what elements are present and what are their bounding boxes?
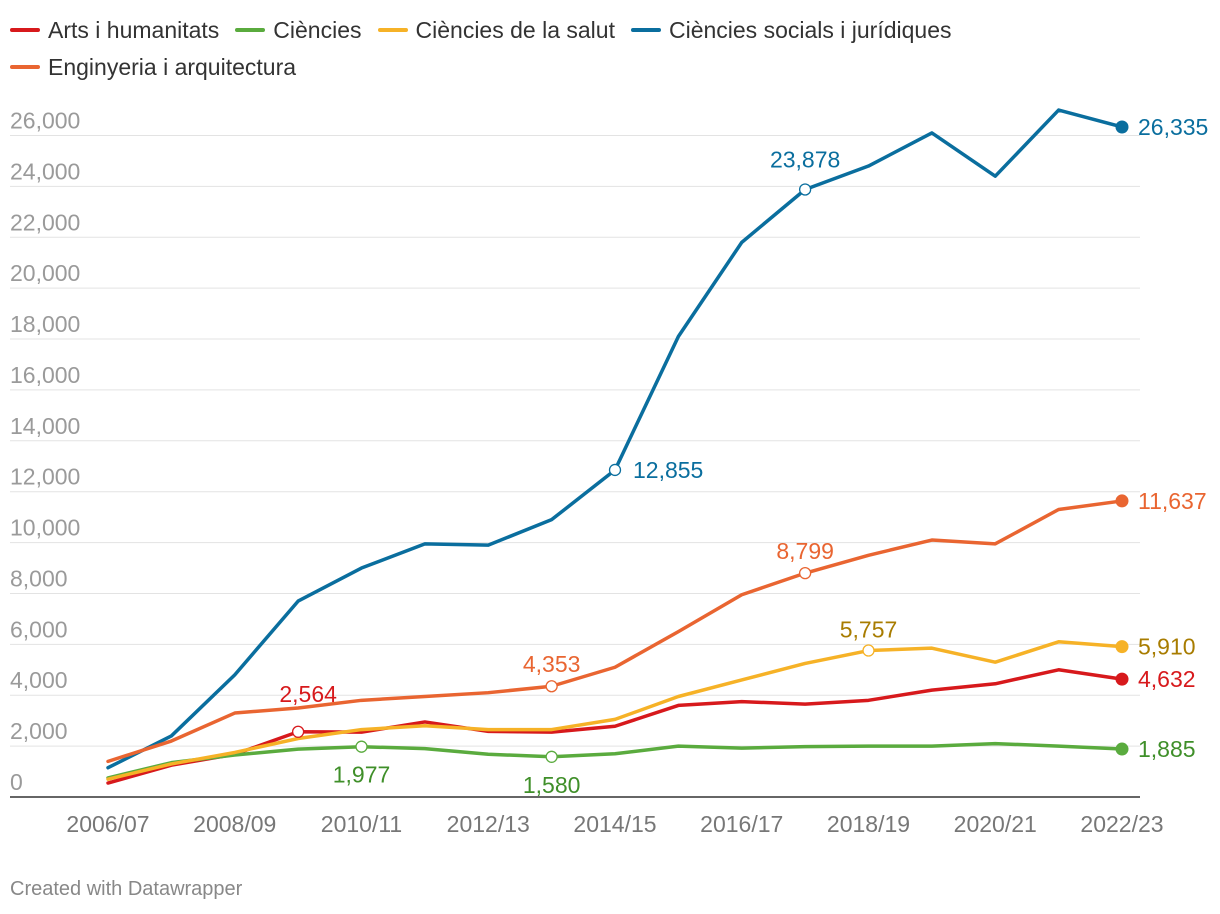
- x-tick-label: 2022/23: [1080, 811, 1163, 837]
- legend-label: Enginyeria i arquitectura: [48, 54, 297, 80]
- legend-swatch: [10, 27, 40, 32]
- legend-label: Ciències de la salut: [415, 17, 615, 43]
- data-label: 5,910: [1138, 634, 1196, 660]
- data-label: 1,977: [333, 762, 391, 788]
- point-marker: [862, 644, 875, 657]
- y-tick-label: 20,000: [10, 260, 80, 286]
- legend-swatch: [235, 27, 266, 32]
- series-line: [106, 108, 1124, 770]
- y-tick-label: 6,000: [10, 616, 68, 642]
- y-tick-label: 16,000: [10, 362, 80, 388]
- x-tick-label: 2008/09: [193, 811, 276, 837]
- point-marker: [608, 463, 622, 477]
- end-point-marker: [1115, 120, 1129, 134]
- x-tick-label: 2018/19: [827, 811, 910, 837]
- series-line: [106, 741, 1124, 780]
- legend-label: Ciències: [273, 17, 362, 43]
- end-point-marker: [1115, 742, 1129, 756]
- y-tick-label: 18,000: [10, 311, 80, 337]
- data-label: 2,564: [279, 681, 337, 707]
- x-tick-label: 2020/21: [954, 811, 1037, 837]
- point-marker: [545, 750, 558, 763]
- legend-swatch: [10, 64, 40, 69]
- data-label: 26,335: [1138, 114, 1208, 140]
- x-tick-label: 2014/15: [573, 811, 656, 837]
- legend-item: Ciències de la salut: [377, 12, 615, 49]
- legend-label: Arts i humanitats: [48, 17, 220, 43]
- y-tick-label: 12,000: [10, 464, 80, 490]
- y-tick-label: 2,000: [10, 718, 68, 744]
- point-marker: [355, 740, 368, 753]
- data-label: 1,885: [1138, 736, 1196, 762]
- data-label: 8,799: [776, 538, 834, 564]
- y-tick-label: 14,000: [10, 413, 80, 439]
- legend-item: Arts i humanitats: [10, 12, 219, 49]
- data-label: 23,878: [770, 146, 840, 172]
- series-line: [106, 499, 1124, 764]
- y-tick-label: 0: [10, 769, 23, 795]
- y-tick-label: 26,000: [10, 108, 80, 134]
- point-marker: [291, 725, 305, 738]
- point-marker: [798, 183, 812, 196]
- legend-item: Ciències socials i jurídiques: [630, 12, 952, 49]
- point-marker: [798, 566, 812, 580]
- series-line: [106, 640, 1124, 781]
- x-tick-label: 2016/17: [700, 811, 783, 837]
- legend-item: Enginyeria i arquitectura: [10, 49, 296, 86]
- data-label: 5,757: [840, 617, 898, 643]
- chart-legend: Arts i humanitats Ciències Ciències de la …: [10, 12, 1210, 86]
- y-tick-label: 4,000: [10, 667, 68, 693]
- end-point-marker: [1115, 672, 1129, 686]
- y-tick-label: 24,000: [10, 158, 80, 184]
- y-tick-label: 10,000: [10, 515, 80, 541]
- point-marker: [545, 680, 558, 693]
- end-point-marker: [1115, 494, 1129, 508]
- legend-label: Ciències socials i jurídiques: [668, 17, 952, 43]
- legend-swatch: [377, 27, 408, 32]
- line-chart: 0 2,000 4,000 6,000 8,000 10,000 12,000 14,000 1…: [10, 108, 1208, 837]
- legend-swatch: [630, 27, 661, 32]
- end-point-marker: [1115, 640, 1129, 654]
- data-label: 1,580: [523, 772, 581, 798]
- legend-item: Ciències: [235, 12, 362, 49]
- y-tick-label: 8,000: [10, 565, 68, 591]
- data-label: 4,353: [523, 651, 581, 677]
- credit-footer: Created with Datawrapper: [10, 878, 243, 900]
- data-label: 4,632: [1138, 666, 1196, 692]
- y-tick-label: 22,000: [10, 209, 80, 235]
- x-tick-label: 2006/07: [66, 811, 149, 837]
- x-tick-label: 2012/13: [447, 811, 530, 837]
- data-label: 12,855: [633, 457, 703, 483]
- x-tick-label: 2010/11: [321, 811, 402, 837]
- data-label: 11,637: [1138, 488, 1207, 514]
- series-line: [106, 668, 1124, 785]
